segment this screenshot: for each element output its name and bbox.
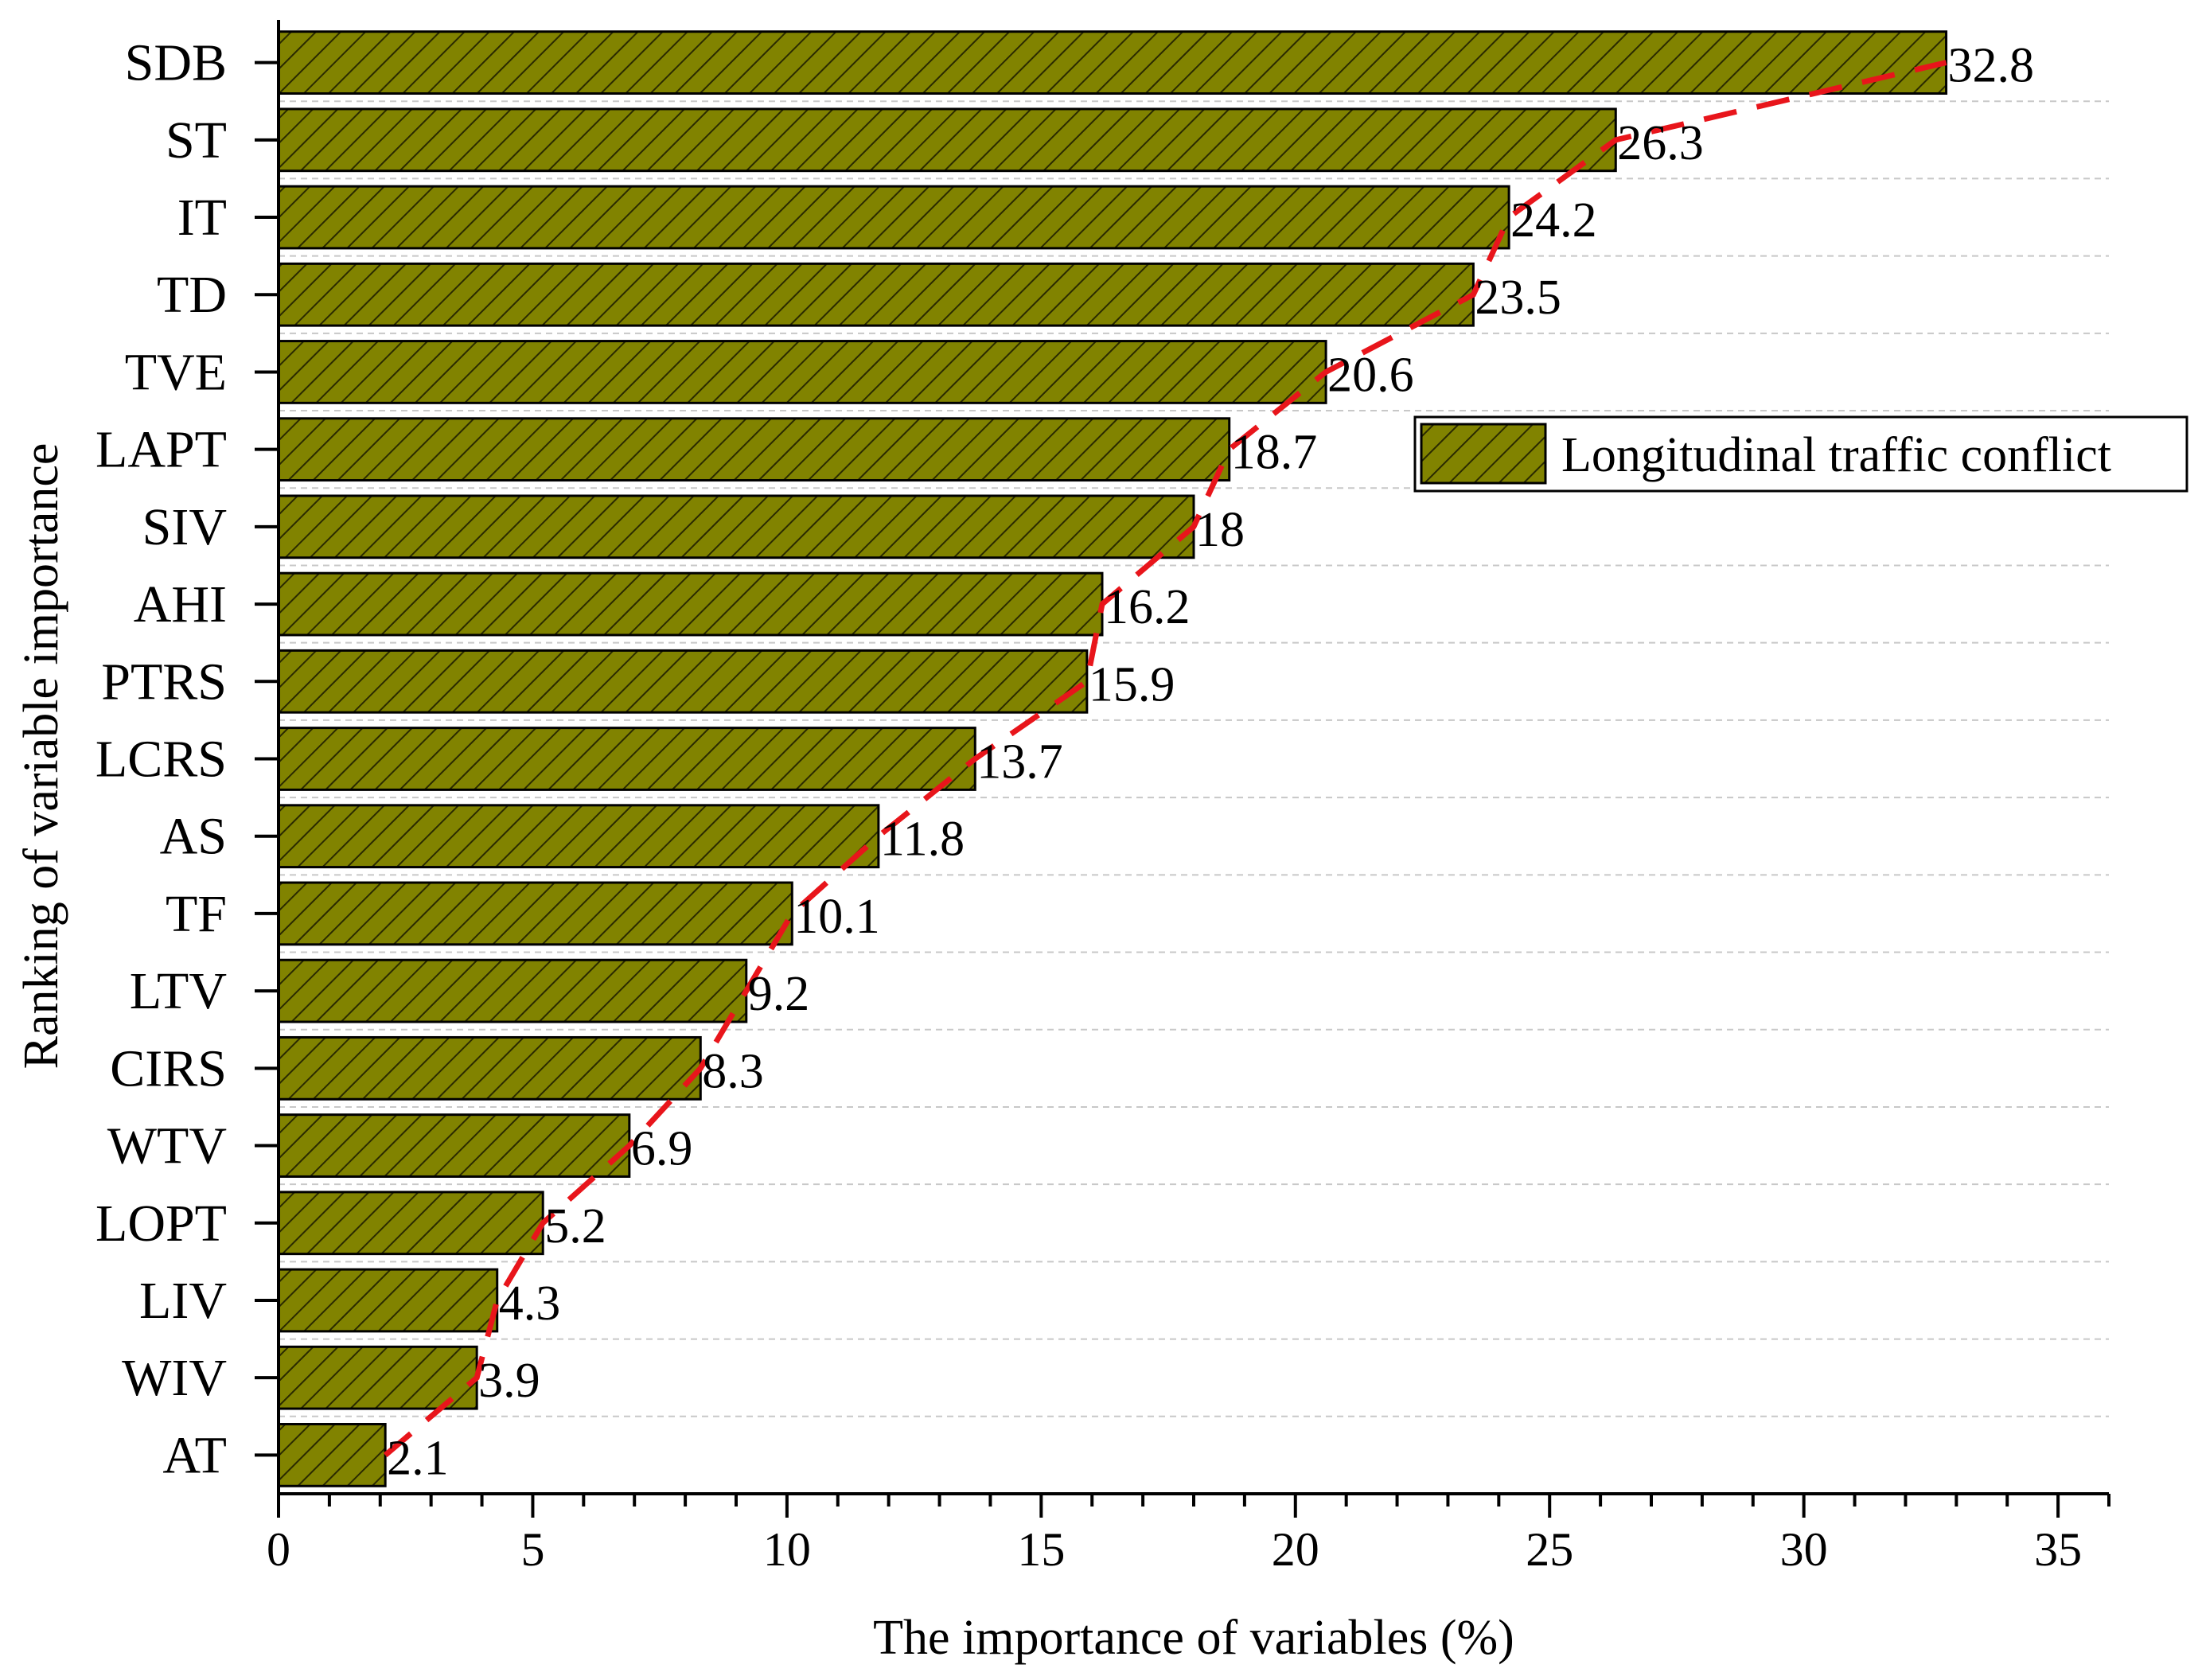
value-label: 6.9 bbox=[631, 1122, 693, 1176]
x-tick-label: 15 bbox=[1017, 1523, 1065, 1576]
bar bbox=[277, 881, 793, 946]
grid-lines bbox=[279, 100, 2109, 1417]
value-label: 18 bbox=[1195, 503, 1245, 557]
bar bbox=[277, 107, 1617, 173]
value-label: 8.3 bbox=[702, 1044, 764, 1098]
value-label: 11.8 bbox=[880, 813, 965, 867]
value-label: 4.3 bbox=[499, 1277, 561, 1331]
bar bbox=[277, 262, 1475, 327]
x-axis-title: The importance of variables (%) bbox=[873, 1611, 1514, 1665]
category-label: SIV bbox=[142, 498, 227, 556]
legend-swatch bbox=[1420, 423, 1547, 485]
category-label: AT bbox=[162, 1426, 227, 1484]
category-label: LCRS bbox=[95, 731, 227, 789]
value-label: 9.2 bbox=[748, 967, 810, 1021]
bar bbox=[277, 1268, 499, 1333]
bar bbox=[277, 1191, 544, 1256]
value-label: 24.2 bbox=[1510, 193, 1597, 248]
value-label: 23.5 bbox=[1475, 271, 1561, 325]
value-label: 5.2 bbox=[544, 1199, 606, 1253]
bar bbox=[277, 571, 1104, 637]
bar bbox=[277, 185, 1510, 250]
value-label: 15.9 bbox=[1089, 657, 1175, 711]
value-label: 26.3 bbox=[1617, 116, 1704, 170]
category-label: TD bbox=[157, 266, 227, 324]
x-tick-label: 10 bbox=[763, 1523, 811, 1576]
category-label: WTV bbox=[107, 1117, 227, 1175]
x-tick-label: 25 bbox=[1526, 1523, 1573, 1576]
bar bbox=[277, 649, 1089, 714]
value-label: 32.8 bbox=[1948, 39, 2035, 93]
bar bbox=[277, 340, 1327, 404]
value-label: 3.9 bbox=[478, 1354, 540, 1408]
value-label: 18.7 bbox=[1231, 426, 1318, 480]
legend-label: Longitudinal traffic conflict bbox=[1561, 428, 2111, 482]
value-label: 16.2 bbox=[1104, 580, 1191, 634]
category-label: TVE bbox=[125, 343, 227, 401]
category-label: WIV bbox=[122, 1349, 227, 1407]
category-label: LIV bbox=[139, 1272, 227, 1330]
category-label: ST bbox=[166, 111, 227, 170]
x-tick-label: 0 bbox=[267, 1523, 290, 1576]
category-label: SDB bbox=[125, 34, 227, 92]
bars bbox=[277, 30, 1948, 1487]
trend-line bbox=[383, 60, 1947, 1458]
category-label: LTV bbox=[130, 962, 227, 1020]
bar bbox=[277, 1035, 702, 1101]
bar bbox=[277, 1113, 631, 1178]
legend[interactable]: Longitudinal traffic conflict bbox=[1413, 415, 2188, 493]
trend-line-group bbox=[383, 60, 1947, 1458]
value-label: 20.6 bbox=[1327, 348, 1414, 402]
x-tick-label: 30 bbox=[1780, 1523, 1828, 1576]
category-label: AHI bbox=[134, 575, 227, 633]
category-label: AS bbox=[160, 808, 227, 866]
value-label: 13.7 bbox=[976, 735, 1063, 789]
bar bbox=[277, 30, 1948, 95]
bar bbox=[277, 1423, 387, 1487]
y-axis-title: Ranking of variable importance bbox=[14, 443, 68, 1070]
category-label: CIRS bbox=[110, 1039, 227, 1097]
category-label: PTRS bbox=[101, 653, 227, 711]
x-tick-label: 5 bbox=[520, 1523, 544, 1576]
bar bbox=[277, 494, 1195, 559]
labels: SDB 32.8 ST 26.3 IT 24.2 TD 23.5 TVE 20.6 LAPT 18.7… bbox=[95, 34, 2082, 1576]
x-tick-label: 35 bbox=[2034, 1523, 2082, 1576]
bar bbox=[277, 958, 748, 1023]
bar bbox=[277, 417, 1231, 482]
bar bbox=[277, 804, 880, 869]
bar bbox=[277, 1345, 478, 1410]
category-label: IT bbox=[177, 189, 227, 247]
category-label: TF bbox=[166, 885, 227, 943]
category-label: LOPT bbox=[95, 1195, 227, 1253]
bar bbox=[277, 727, 976, 791]
x-tick-label: 20 bbox=[1272, 1523, 1319, 1576]
category-label: LAPT bbox=[95, 421, 227, 479]
value-label: 2.1 bbox=[387, 1431, 448, 1485]
axes bbox=[255, 20, 2110, 1518]
value-label: 10.1 bbox=[793, 890, 880, 944]
